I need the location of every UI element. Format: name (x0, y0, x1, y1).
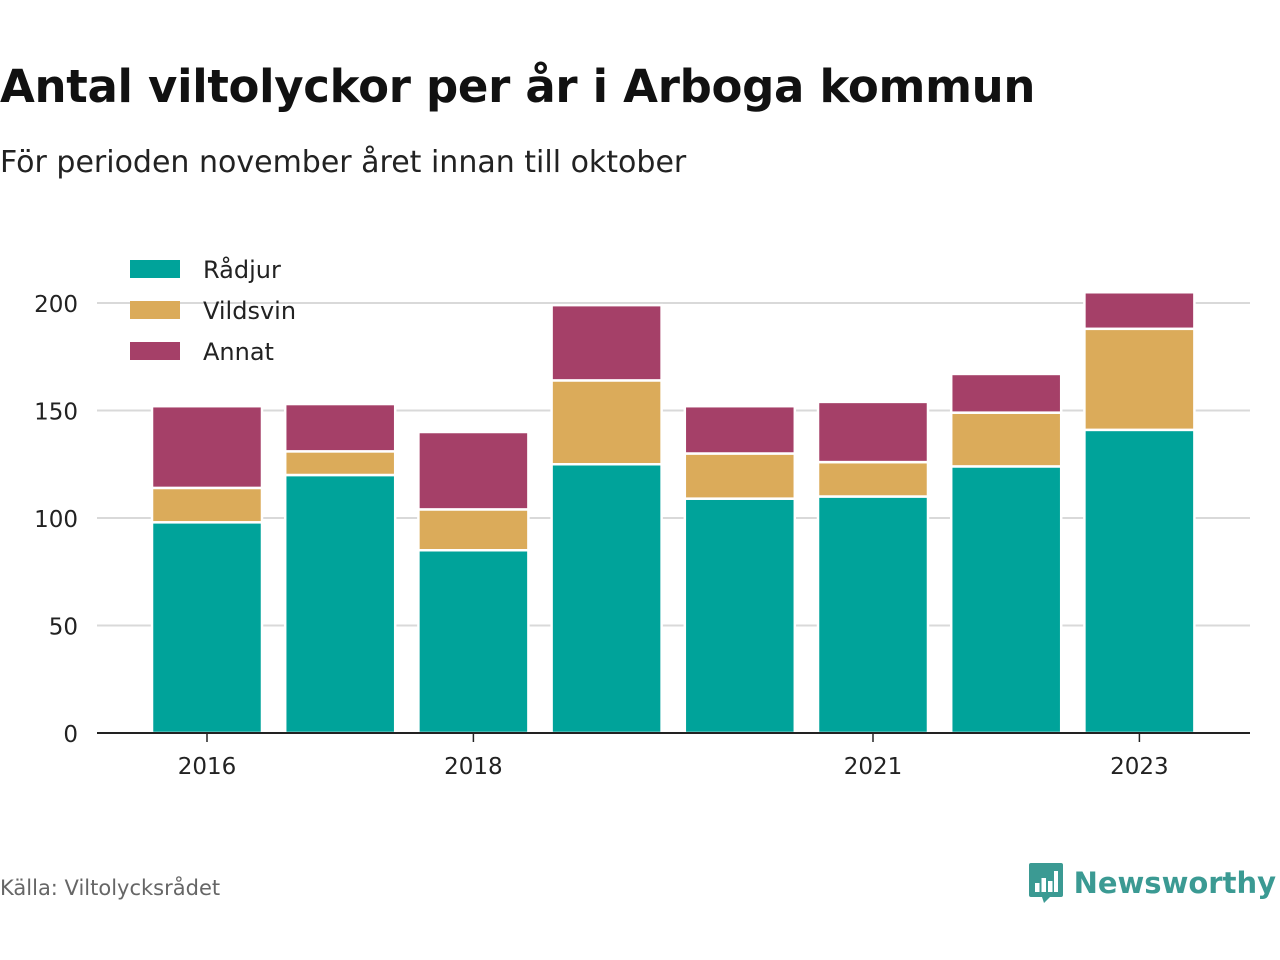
bar-segment (550, 379, 663, 466)
x-tick-label: 2023 (1110, 754, 1169, 780)
y-tick-label: 200 (34, 292, 78, 318)
legend-swatch (130, 301, 180, 319)
bar-segment (150, 486, 264, 524)
brand-name: Newsworthy (1073, 866, 1276, 900)
bar-segment (283, 473, 397, 735)
y-tick-label: 100 (34, 507, 78, 533)
bar-segment (1083, 327, 1196, 432)
bar-segment (417, 508, 530, 552)
legend-swatch (130, 342, 180, 360)
x-tick-label: 2016 (178, 754, 237, 780)
axes: 0 50 100 150 200 2016 2018 2021 2023 (34, 292, 1250, 780)
y-tick-label: 0 (63, 722, 78, 748)
brand-logo: Newsworthy (1028, 862, 1276, 904)
bar-segment (550, 463, 663, 735)
bar-segment (150, 521, 264, 735)
bar-chart-speech-bubble-icon (1028, 863, 1063, 903)
bar-segment (683, 404, 797, 455)
bar-segment (417, 430, 530, 511)
bar-segment (150, 404, 264, 490)
legend-label: Annat (203, 338, 274, 366)
y-tick-label: 50 (49, 615, 78, 641)
bar-segment (949, 465, 1063, 735)
y-tick-label: 150 (34, 400, 78, 426)
bar-segment (816, 495, 930, 735)
bar-segment (949, 411, 1063, 468)
x-tick-label: 2021 (844, 754, 903, 780)
bar-segment (283, 450, 397, 477)
bar-segment (816, 460, 930, 498)
chart-title: Antal viltolyckor per år i Arboga kommun (0, 60, 1036, 113)
bar-segment (550, 303, 663, 382)
source-note: Källa: Viltolycksrådet (0, 876, 221, 900)
legend-swatch (130, 260, 180, 278)
bar-segment (949, 372, 1063, 414)
legend: Rådjur Vildsvin Annat (130, 255, 296, 366)
legend-label: Rådjur (203, 255, 281, 284)
bars (150, 291, 1196, 735)
bar-segment (1083, 428, 1196, 735)
bar-segment (816, 400, 930, 464)
bar-segment (1083, 291, 1196, 331)
bar-segment (417, 549, 530, 735)
bar-segment (683, 497, 797, 735)
bar-segment (683, 452, 797, 500)
chart-subtitle: För perioden november året innan till ok… (0, 145, 687, 180)
x-tick-label: 2018 (444, 754, 503, 780)
legend-label: Vildsvin (203, 297, 296, 325)
bar-segment (283, 402, 397, 453)
